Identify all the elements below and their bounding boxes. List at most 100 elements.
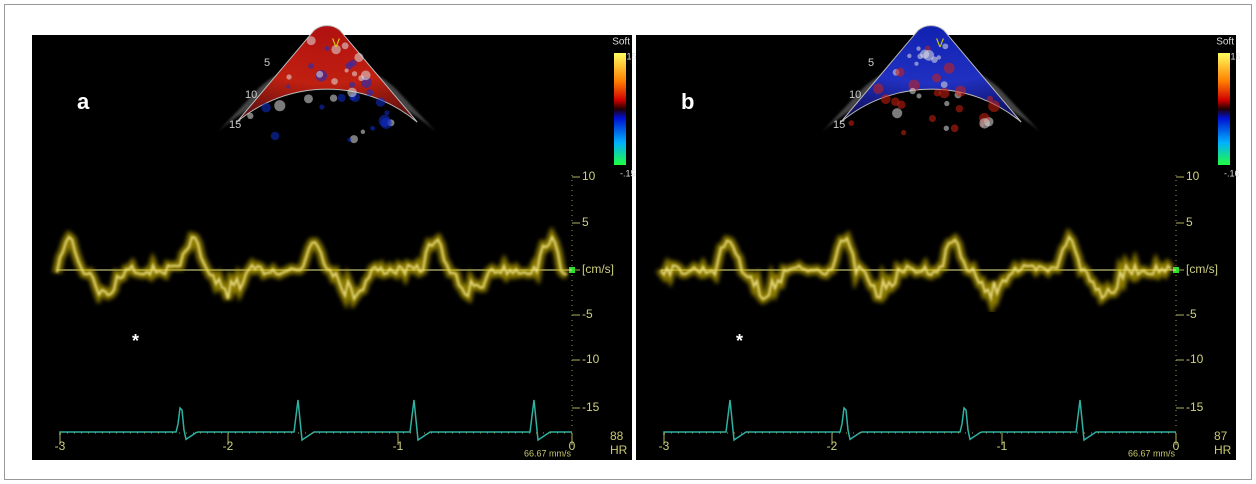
echo-speckle <box>896 68 905 77</box>
echo-speckle <box>274 100 285 111</box>
heart-rate-label: HR <box>1214 443 1232 457</box>
echo-speckle <box>261 103 271 113</box>
scale-name: Soft <box>612 37 630 48</box>
echo-speckle <box>347 88 357 98</box>
echo-speckle <box>934 89 941 96</box>
velocity-tick-label: -15 <box>1186 400 1204 414</box>
echo-speckle <box>319 105 324 110</box>
echo-speckle <box>347 138 351 142</box>
echo-speckle <box>979 118 990 129</box>
echo-speckle <box>352 71 357 76</box>
echo-speckle <box>944 101 949 106</box>
depth-tick: 10 <box>849 89 861 101</box>
panel-label: b <box>681 89 694 114</box>
depth-tick: 5 <box>264 57 270 69</box>
depth-tick: 15 <box>833 119 845 131</box>
heart-rate: 87 <box>1214 429 1228 443</box>
velocity-tick-label: 5 <box>1186 215 1193 229</box>
time-tick-label: -3 <box>55 439 66 453</box>
echo-speckle <box>345 69 349 73</box>
echo-speckle <box>909 88 915 94</box>
echo-speckle <box>349 82 355 88</box>
echo-speckle <box>932 74 941 83</box>
echo-speckle <box>937 55 941 59</box>
velocity-tick-label: [cm/s] <box>582 262 614 276</box>
time-tick-label: -1 <box>997 439 1008 453</box>
echo-speckle <box>376 98 385 107</box>
echo-speckle <box>342 42 349 49</box>
echo-speckle <box>849 120 855 126</box>
echo-speckle <box>330 94 337 101</box>
scale-bottom: -.15 <box>620 168 636 178</box>
velocity-tick-label: 5 <box>582 215 589 229</box>
echo-speckle <box>324 46 329 51</box>
velocity-tick-label: [cm/s] <box>1186 262 1218 276</box>
color-bar <box>1218 53 1230 165</box>
echo-speckle <box>304 94 313 103</box>
heart-rate: 88 <box>610 429 624 443</box>
scale-name: Soft <box>1216 37 1234 48</box>
echo-speckle <box>338 94 346 102</box>
echo-speckle <box>307 36 316 45</box>
echo-speckle <box>988 100 1000 112</box>
echo-speckle <box>929 115 936 122</box>
echo-speckle <box>944 63 955 74</box>
echo-speckle <box>944 126 949 131</box>
echo-speckle <box>331 78 338 85</box>
velocity-tick-label: 10 <box>582 169 596 183</box>
sector-marker: V <box>332 36 340 50</box>
velocity-tick-label: -5 <box>582 307 593 321</box>
scale-bottom: -.16 <box>1224 168 1240 178</box>
velocity-tick-label: -10 <box>1186 352 1204 366</box>
echo-speckle <box>917 54 923 60</box>
time-tick-label: -2 <box>827 439 838 453</box>
time-tick-label: -2 <box>223 439 234 453</box>
velocity-tick-label: -5 <box>1186 307 1197 321</box>
sector-marker: V <box>936 36 944 50</box>
echo-speckle <box>873 84 883 94</box>
velocity-tick-label: -10 <box>582 352 600 366</box>
depth-tick: 5 <box>868 57 874 69</box>
scale-top: .16 <box>1228 51 1241 61</box>
asterisk: * <box>132 331 139 351</box>
echo-speckle <box>247 113 253 119</box>
echo-speckle <box>358 75 364 81</box>
echo-speckle <box>366 89 373 96</box>
sweep-speed: 66.67 mm/s <box>1128 448 1176 458</box>
echo-speckle <box>361 130 365 134</box>
color-bar <box>614 53 626 165</box>
depth-tick: 15 <box>229 119 241 131</box>
echo-speckle <box>379 115 391 127</box>
velocity-tick-label: 10 <box>1186 169 1200 183</box>
heart-rate-label: HR <box>610 443 628 457</box>
echo-speckle <box>308 63 314 69</box>
echo-speckle <box>907 54 911 58</box>
panel: V51015aSoft.15-.15105[cm/s]-5-10-15*-3-2… <box>32 26 637 460</box>
echo-speckle <box>955 86 966 97</box>
echo-speckle <box>350 60 357 67</box>
velocity-tick-label: -15 <box>582 400 600 414</box>
echo-speckle <box>891 97 900 106</box>
asterisk: * <box>736 331 743 351</box>
echo-speckle <box>951 124 959 132</box>
panel-label: a <box>77 89 90 114</box>
echo-speckle <box>892 108 902 118</box>
echo-speckle <box>316 71 323 78</box>
echo-speckle <box>881 94 891 104</box>
figure: V51015aSoft.15-.15105[cm/s]-5-10-15*-3-2… <box>0 0 1256 484</box>
echo-speckle <box>271 132 280 141</box>
sweep-speed: 66.67 mm/s <box>524 448 572 458</box>
page: V51015aSoft.15-.15105[cm/s]-5-10-15*-3-2… <box>0 0 1256 484</box>
echo-speckle <box>901 130 906 135</box>
echo-speckle <box>384 110 389 115</box>
echo-speckle <box>286 85 290 89</box>
time-tick-label: -1 <box>393 439 404 453</box>
echo-speckle <box>914 62 918 66</box>
echo-speckle <box>917 94 922 99</box>
echo-speckle <box>941 81 948 88</box>
echo-speckle <box>916 46 920 50</box>
depth-tick: 10 <box>245 89 257 101</box>
echo-speckle <box>987 96 993 102</box>
echo-speckle <box>354 53 363 62</box>
echo-speckle <box>370 126 375 131</box>
